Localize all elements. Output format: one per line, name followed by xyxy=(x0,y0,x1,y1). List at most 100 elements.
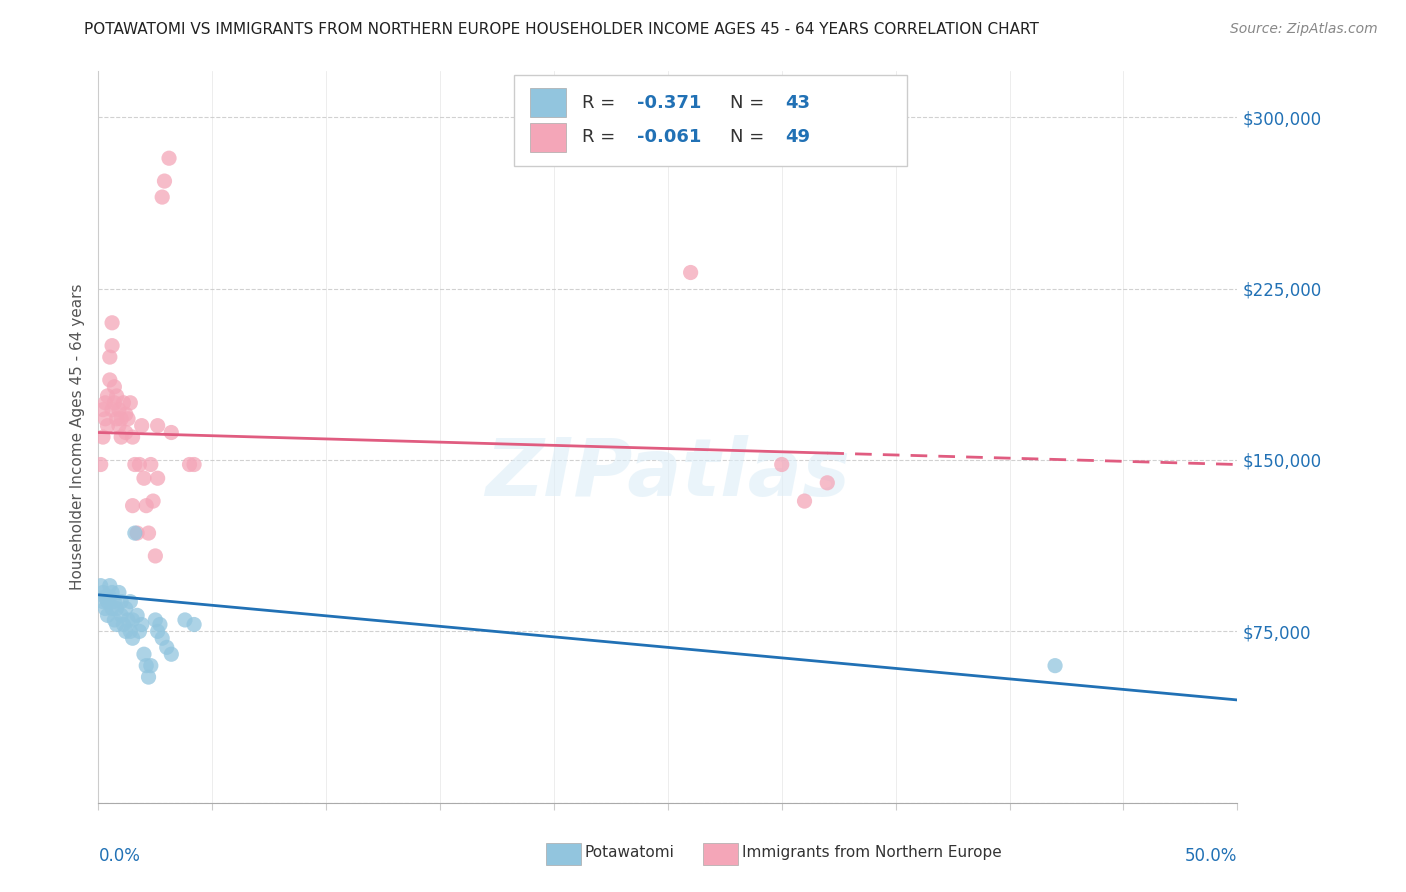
Point xyxy=(101,601,124,615)
Point xyxy=(135,658,157,673)
Point xyxy=(105,411,128,425)
Point xyxy=(183,458,205,472)
Point xyxy=(103,380,125,394)
Point xyxy=(103,594,125,608)
Point xyxy=(124,526,146,541)
Point xyxy=(127,608,149,623)
Point xyxy=(150,190,173,204)
Point xyxy=(1043,658,1066,673)
Text: ZIPatlas: ZIPatlas xyxy=(485,434,851,513)
Point xyxy=(131,418,153,433)
Point xyxy=(121,499,143,513)
Point xyxy=(96,389,118,403)
Point xyxy=(121,613,143,627)
Point xyxy=(98,373,121,387)
Point xyxy=(91,402,114,417)
Point xyxy=(793,494,815,508)
Point xyxy=(105,389,128,403)
Point xyxy=(120,594,142,608)
Point xyxy=(103,613,125,627)
Text: Source: ZipAtlas.com: Source: ZipAtlas.com xyxy=(1230,22,1378,37)
Point xyxy=(101,316,124,330)
Y-axis label: Householder Income Ages 45 - 64 years: Householder Income Ages 45 - 64 years xyxy=(70,284,86,591)
Point xyxy=(132,647,155,661)
Point xyxy=(108,418,131,433)
Point xyxy=(679,266,702,280)
Point xyxy=(110,594,132,608)
Point xyxy=(110,608,132,623)
Point xyxy=(183,617,205,632)
Point xyxy=(94,396,117,410)
Point xyxy=(145,549,167,563)
Point xyxy=(157,151,180,165)
Text: Potawatomi: Potawatomi xyxy=(585,846,675,860)
FancyBboxPatch shape xyxy=(530,88,567,118)
Point xyxy=(139,458,162,472)
Point xyxy=(146,471,169,485)
Point xyxy=(98,350,121,364)
Text: 50.0%: 50.0% xyxy=(1185,847,1237,864)
Point xyxy=(156,640,179,655)
Point xyxy=(114,624,136,639)
Point xyxy=(110,430,132,444)
Point xyxy=(131,617,153,632)
Point xyxy=(101,338,124,352)
Point xyxy=(110,411,132,425)
Point xyxy=(96,418,118,433)
Point xyxy=(145,613,167,627)
Point xyxy=(90,458,112,472)
Point xyxy=(139,658,162,673)
Point xyxy=(120,624,142,639)
Point xyxy=(179,458,201,472)
Point xyxy=(94,411,117,425)
Text: 43: 43 xyxy=(785,94,810,112)
Point xyxy=(112,396,135,410)
Point xyxy=(114,407,136,421)
Point xyxy=(117,411,139,425)
Text: R =: R = xyxy=(582,128,621,146)
Point xyxy=(160,647,183,661)
Text: -0.061: -0.061 xyxy=(637,128,702,146)
Text: POTAWATOMI VS IMMIGRANTS FROM NORTHERN EUROPE HOUSEHOLDER INCOME AGES 45 - 64 YE: POTAWATOMI VS IMMIGRANTS FROM NORTHERN E… xyxy=(84,22,1039,37)
Text: N =: N = xyxy=(731,128,770,146)
Point xyxy=(103,396,125,410)
Point xyxy=(114,425,136,440)
Point xyxy=(128,458,150,472)
Point xyxy=(91,585,114,599)
Point xyxy=(108,402,131,417)
Text: -0.371: -0.371 xyxy=(637,94,702,112)
Point xyxy=(135,499,157,513)
Point xyxy=(132,471,155,485)
Point xyxy=(146,418,169,433)
Point xyxy=(96,608,118,623)
Point xyxy=(101,402,124,417)
Point xyxy=(124,458,146,472)
Point xyxy=(174,613,197,627)
FancyBboxPatch shape xyxy=(530,122,567,152)
Text: Immigrants from Northern Europe: Immigrants from Northern Europe xyxy=(742,846,1002,860)
Point xyxy=(128,624,150,639)
Point xyxy=(770,458,793,472)
Point xyxy=(146,624,169,639)
Point xyxy=(94,601,117,615)
Point xyxy=(117,613,139,627)
Point xyxy=(112,617,135,632)
Text: N =: N = xyxy=(731,94,770,112)
Point xyxy=(90,579,112,593)
Point xyxy=(98,590,121,604)
Point xyxy=(91,594,114,608)
Point xyxy=(149,617,172,632)
Point xyxy=(127,526,149,541)
Point xyxy=(153,174,176,188)
Point xyxy=(94,590,117,604)
Point xyxy=(160,425,183,440)
Point xyxy=(98,579,121,593)
Point xyxy=(91,430,114,444)
Point xyxy=(101,585,124,599)
Point xyxy=(121,430,143,444)
Point xyxy=(815,475,838,490)
Point xyxy=(96,594,118,608)
Point xyxy=(108,585,131,599)
Point xyxy=(150,632,173,646)
Point xyxy=(138,526,160,541)
